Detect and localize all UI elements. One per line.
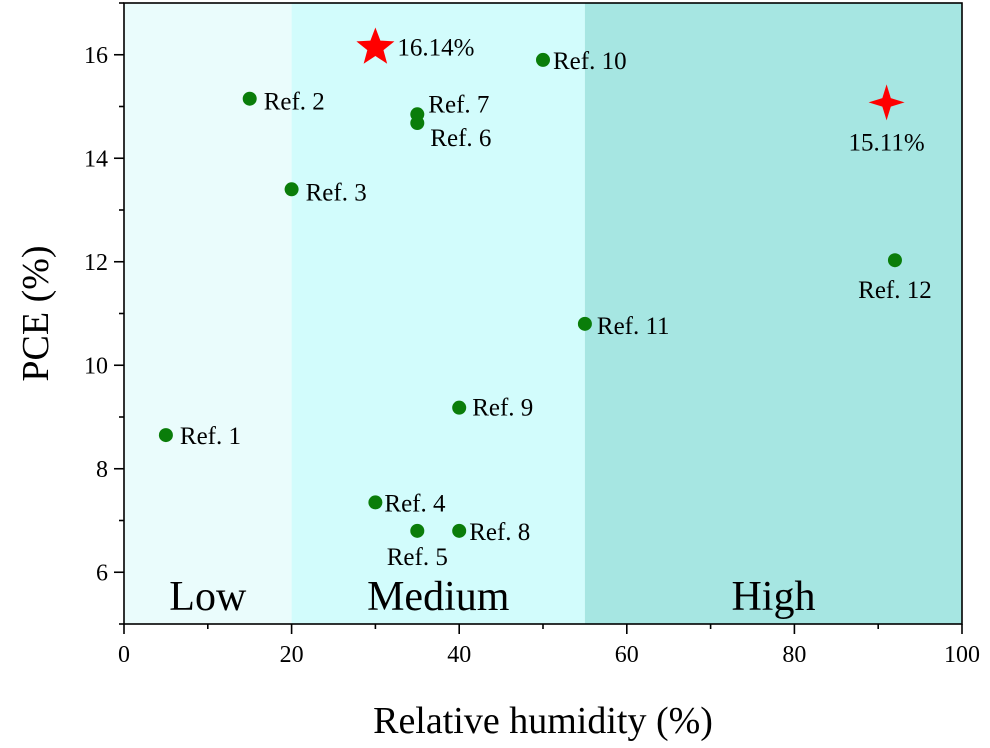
label-ref-1: Ref. 1	[180, 423, 241, 450]
region-medium	[291, 3, 585, 624]
region-labels: Low Medium High	[169, 574, 815, 620]
label-ref-2: Ref. 2	[264, 89, 325, 116]
point-ref-7	[410, 107, 425, 122]
y-tick-label: 10	[84, 353, 108, 379]
x-tick-label: 60	[615, 642, 639, 668]
point-ref-8	[452, 523, 467, 538]
highlight-16-14-label: 16.14%	[397, 35, 474, 62]
point-ref-3	[284, 182, 299, 197]
y-axis-title: PCE (%)	[15, 245, 57, 381]
x-tick-label: 40	[447, 642, 471, 668]
point-ref-5	[410, 523, 425, 538]
label-ref-6: Ref. 6	[430, 125, 491, 152]
region-label-high: High	[731, 574, 815, 620]
humidity-regions	[124, 3, 962, 624]
x-axis-title: Relative humidity (%)	[373, 700, 713, 742]
point-ref-1	[158, 428, 173, 443]
label-ref-11: Ref. 11	[597, 313, 670, 340]
label-ref-10: Ref. 10	[553, 48, 627, 75]
point-ref-4	[368, 495, 383, 510]
point-ref-9	[452, 400, 467, 415]
highlight-15-11-star-marker	[868, 84, 905, 121]
y-tick-label: 14	[84, 146, 108, 172]
point-ref-11	[577, 316, 592, 331]
label-ref-7: Ref. 7	[428, 91, 489, 118]
x-tick-label: 80	[782, 642, 806, 668]
x-tick-label: 20	[280, 642, 304, 668]
y-tick-label: 6	[96, 560, 108, 586]
data-points	[158, 27, 905, 538]
label-ref-8: Ref. 8	[469, 519, 530, 546]
highlight-15-11-label: 15.11%	[849, 129, 925, 156]
region-high	[584, 3, 962, 624]
x-axis-ticks: 0 20 40 60 80 100	[118, 624, 980, 668]
region-label-medium: Medium	[367, 574, 510, 620]
y-tick-label: 12	[84, 250, 108, 276]
region-label-low: Low	[169, 574, 247, 620]
point-ref-10	[536, 52, 550, 67]
x-tick-label: 0	[118, 642, 130, 668]
point-ref-2	[242, 91, 257, 106]
label-ref-9: Ref. 9	[472, 395, 533, 422]
label-ref-4: Ref. 4	[384, 490, 446, 517]
label-ref-3: Ref. 3	[306, 179, 367, 206]
x-tick-label: 100	[944, 642, 980, 668]
y-tick-label: 16	[84, 43, 108, 69]
y-axis-ticks: 6 8 10 12 14 16	[84, 2, 124, 625]
y-tick-label: 8	[96, 457, 108, 483]
point-ref-12	[887, 253, 902, 268]
point-labels: Ref. 1 Ref. 2 Ref. 3 Ref. 4 Ref. 5 Ref. 6 Ref.…	[180, 35, 932, 571]
label-ref-12: Ref. 12	[858, 277, 932, 304]
region-low	[124, 3, 292, 624]
highlight-16-14-star-marker	[356, 27, 395, 64]
label-ref-5: Ref. 5	[387, 544, 448, 571]
